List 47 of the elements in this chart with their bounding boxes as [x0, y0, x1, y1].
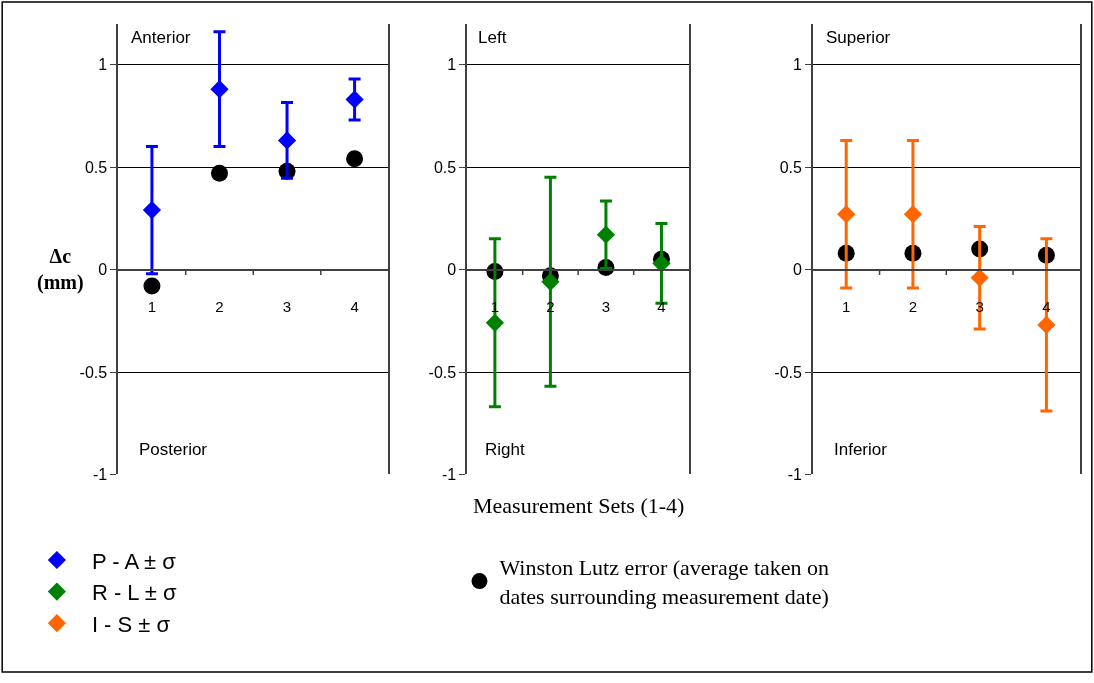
x-tick-label: 3: [282, 298, 292, 316]
y-tick-label: 0: [792, 261, 802, 279]
annotation: Right: [485, 440, 525, 459]
legend-label: P - A ± σ: [91, 548, 177, 574]
point: [142, 201, 162, 220]
y-tick-label: -1: [92, 466, 108, 484]
point: [210, 80, 229, 99]
y-tick-label: 0: [98, 261, 108, 279]
y-tick-label: 1: [98, 56, 108, 74]
x-tick-label: 4: [350, 298, 359, 316]
legend-label: Winston Lutz error (average taken on dates surrounding measurement date): [499, 555, 830, 609]
x-axis-title: Measurement Sets (1-4): [473, 493, 685, 518]
y-tick-label: 0: [447, 261, 457, 279]
point: [837, 205, 856, 224]
annotation: Inferior: [834, 440, 888, 459]
point: [143, 277, 161, 295]
x-tick-label: 1: [147, 298, 157, 316]
point: [277, 131, 297, 150]
point: [346, 150, 364, 168]
y-tick-label: 0.5: [779, 158, 802, 176]
point: [485, 313, 504, 332]
y-tick-label: -1: [787, 466, 802, 484]
point: [541, 272, 560, 291]
annotation: Posterior: [139, 440, 208, 459]
point: [903, 205, 923, 224]
x-tick-label: 2: [215, 298, 224, 316]
point: [596, 225, 616, 244]
x-tick-label: 2: [908, 298, 918, 316]
y-tick-label: -0.5: [774, 363, 802, 381]
annotation: Superior: [826, 28, 891, 47]
x-tick-label: 1: [842, 298, 851, 316]
y-axis-title: Δc (mm): [37, 245, 84, 294]
annotation: Left: [478, 28, 507, 47]
y-tick-label: -0.5: [79, 363, 108, 381]
point: [345, 90, 364, 109]
y-tick-label: 0.5: [84, 158, 108, 176]
x-tick-label: 3: [601, 298, 611, 316]
point: [210, 164, 228, 182]
annotation: Anterior: [131, 28, 191, 47]
legend-label: I - S ± σ: [91, 611, 171, 637]
legend-label: R - L ± σ: [91, 580, 178, 606]
y-tick-label: 0.5: [433, 158, 457, 176]
y-tick-label: 1: [792, 56, 802, 74]
y-tick-label: -0.5: [428, 363, 457, 381]
y-tick-label: -1: [441, 466, 457, 484]
y-tick-label: 1: [447, 56, 457, 74]
point: [1037, 315, 1056, 334]
